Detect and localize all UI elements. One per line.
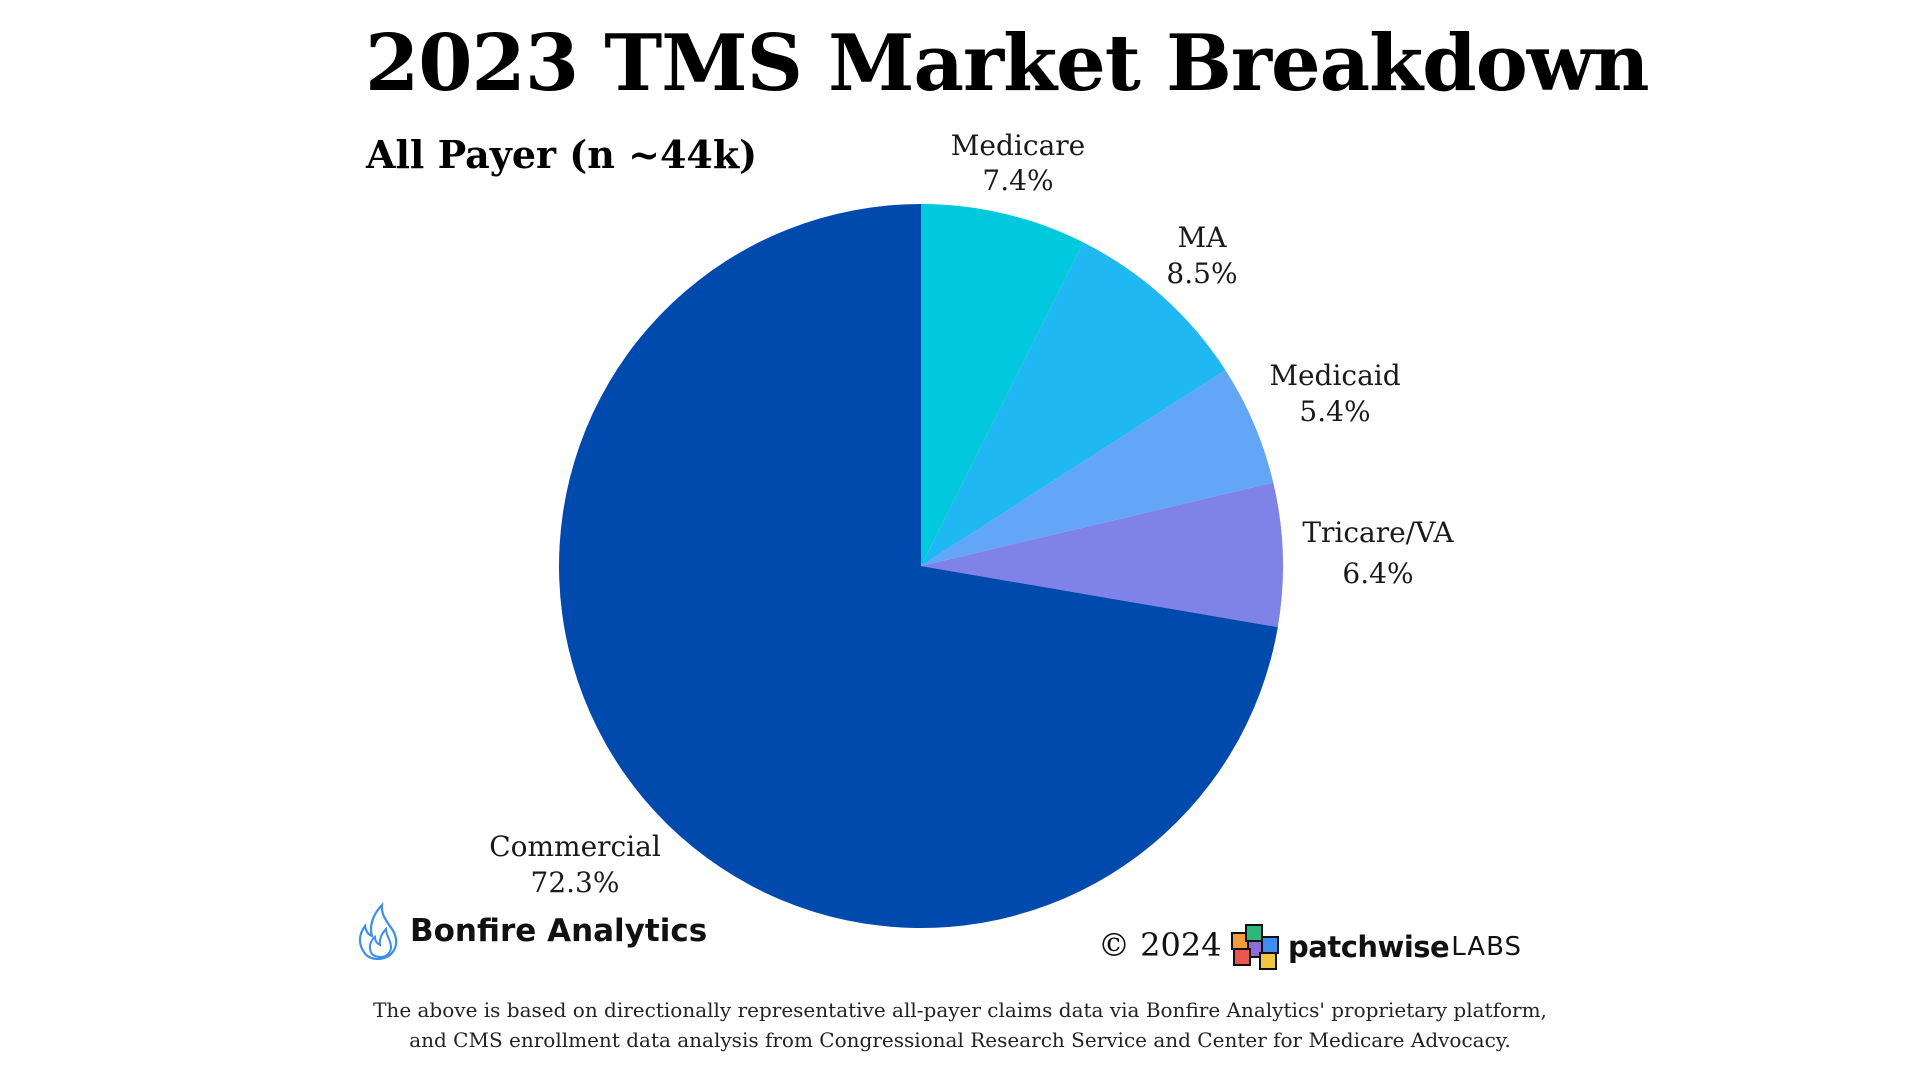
chart-subtitle: All Payer (n ~44k) [366, 132, 758, 177]
source-footnote: The above is based on directionally repr… [0, 995, 1920, 1055]
slice-value-medicaid: 5.4% [1299, 395, 1370, 428]
slice-label-commercial: Commercial [489, 830, 661, 863]
slice-value-ma: 8.5% [1166, 257, 1237, 290]
slice-label-medicare: Medicare [951, 129, 1085, 162]
slice-label-tricare-va: Tricare/VA [1302, 516, 1454, 549]
pie-slice-medicare [921, 204, 1084, 566]
cubes-icon [1231, 924, 1279, 970]
source-footnote-line-2: and CMS enrollment data analysis from Co… [409, 1028, 1511, 1052]
pie-slice-tricare-va [921, 482, 1284, 628]
patchwise-name: patchwise [1288, 930, 1450, 964]
slice-value-commercial: 72.3% [531, 866, 620, 899]
patchwise-labs-suffix: LABS [1451, 932, 1522, 962]
pie-slice-commercial [559, 204, 1278, 929]
copyright-text: © 2024 [1098, 926, 1222, 964]
bonfire-analytics-name: Bonfire Analytics [410, 913, 708, 949]
pie-slice-ma [921, 242, 1226, 567]
pie-slice-medicaid [921, 370, 1274, 566]
chart-title: 2023 TMS Market Breakdown [365, 18, 1650, 109]
pie-slices [559, 204, 1284, 929]
slice-value-tricare-va: 6.4% [1342, 557, 1413, 590]
source-footnote-line-1: The above is based on directionally repr… [373, 998, 1547, 1022]
patchwise-labs-logo: patchwise LABS [1230, 923, 1522, 971]
flame-icon [358, 902, 398, 960]
slice-value-medicare: 7.4% [982, 164, 1053, 197]
slice-label-ma: MA [1178, 221, 1228, 254]
bonfire-analytics-logo: Bonfire Analytics [356, 902, 707, 960]
slice-label-medicaid: Medicaid [1269, 359, 1400, 392]
